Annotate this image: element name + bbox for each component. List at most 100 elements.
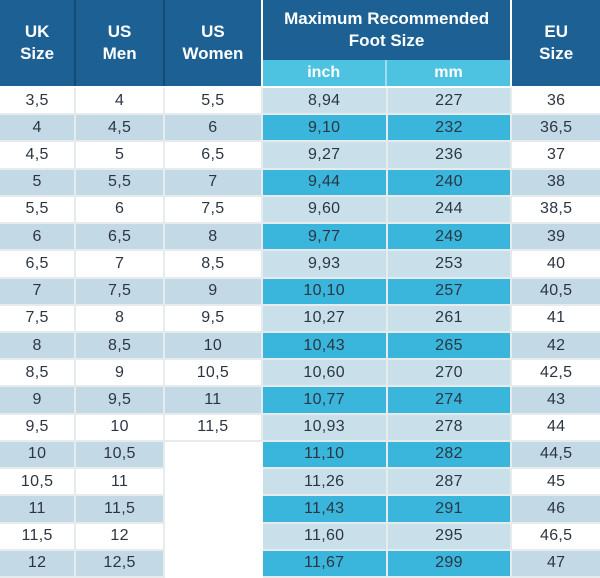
cell-mm: 253	[387, 251, 513, 279]
cell-uk-size: 5	[0, 169, 77, 197]
cell-uk-size: 9	[0, 387, 77, 415]
cell-uk-size: 7,5	[0, 305, 77, 333]
cell-us-women: 7	[164, 169, 263, 197]
cell-inch: 11,43	[262, 496, 388, 524]
table-body: 3,5 4 5,5 8,94 227 36 4 4,5 6 9,10 232 36,5 4,5 5 6,5 9…	[0, 88, 600, 578]
cell-us-women: 10,5	[164, 360, 263, 388]
table-row: 10 10,5 11,10 282 44,5	[0, 441, 600, 470]
table-row: 7,5 8 9,5 10,27 261 41	[0, 305, 600, 333]
cell-us-men: 6	[76, 196, 165, 225]
cell-inch: 11,60	[262, 523, 388, 551]
cell-us-women	[164, 496, 263, 524]
cell-uk-size: 8	[0, 332, 77, 361]
table-row: 5 5,5 7 9,44 240 38	[0, 169, 600, 197]
table-row: 8 8,5 10 10,43 265 42	[0, 332, 600, 361]
cell-eu-size: 45	[512, 469, 600, 497]
cell-mm: 232	[387, 115, 513, 143]
cell-us-women: 5,5	[164, 88, 263, 116]
table-row: 7 7,5 9 10,10 257 40,5	[0, 278, 600, 306]
subheader-mm: mm	[434, 63, 463, 81]
cell-mm: 249	[387, 224, 513, 252]
cell-uk-size: 6,5	[0, 251, 77, 279]
cell-eu-size: 42	[512, 332, 600, 361]
table-row: 4,5 5 6,5 9,27 236 37	[0, 142, 600, 170]
cell-mm: 244	[387, 196, 513, 225]
cell-us-women	[164, 441, 263, 470]
cell-eu-size: 36	[512, 88, 600, 116]
cell-mm: 270	[387, 360, 513, 388]
cell-eu-size: 39	[512, 224, 600, 252]
header-line: Size	[20, 44, 55, 63]
cell-us-women	[164, 469, 263, 497]
cell-inch: 9,93	[262, 251, 388, 279]
cell-mm: 240	[387, 169, 513, 197]
cell-us-women	[164, 523, 263, 551]
header-line: Women	[182, 44, 244, 63]
cell-uk-size: 10	[0, 441, 77, 470]
cell-inch: 10,60	[262, 360, 388, 388]
header-us-men: US Men	[76, 0, 165, 86]
cell-eu-size: 43	[512, 387, 600, 415]
cell-us-men: 12,5	[76, 550, 165, 578]
cell-uk-size: 4	[0, 115, 77, 143]
cell-uk-size: 11	[0, 496, 77, 524]
cell-uk-size: 3,5	[0, 88, 77, 116]
cell-eu-size: 38	[512, 169, 600, 197]
header-max-foot-size-title: Maximum Recommended Foot Size	[284, 0, 489, 60]
cell-eu-size: 46,5	[512, 523, 600, 551]
cell-us-men: 5,5	[76, 169, 165, 197]
cell-eu-size: 46	[512, 496, 600, 524]
cell-us-men: 4	[76, 88, 165, 116]
table-row: 9,5 10 11,5 10,93 278 44	[0, 414, 600, 442]
cell-inch: 9,77	[262, 224, 388, 252]
cell-inch: 10,77	[262, 387, 388, 415]
cell-us-women: 11,5	[164, 414, 263, 442]
cell-eu-size: 38,5	[512, 196, 600, 225]
cell-mm: 295	[387, 523, 513, 551]
cell-us-men: 7,5	[76, 278, 165, 306]
cell-inch: 8,94	[262, 88, 388, 116]
table-header: UK Size US Men US Women Maximum Recommen…	[0, 0, 600, 88]
cell-uk-size: 4,5	[0, 142, 77, 170]
header-line: UK	[24, 21, 50, 41]
header-uk-size: UK Size	[0, 0, 77, 86]
cell-us-men: 4,5	[76, 115, 165, 143]
header-max-foot-size-group: Maximum Recommended Foot Size inch mm	[262, 0, 513, 86]
cell-us-men: 10	[76, 414, 165, 442]
cell-us-men: 11,5	[76, 496, 165, 524]
cell-eu-size: 40	[512, 251, 600, 279]
table-row: 9 9,5 11 10,77 274 43	[0, 387, 600, 415]
header-line: US	[201, 21, 225, 41]
cell-us-men: 8	[76, 305, 165, 333]
cell-mm: 278	[387, 414, 513, 442]
table-row: 11 11,5 11,43 291 46	[0, 496, 600, 524]
header-line: US	[107, 21, 132, 41]
cell-mm: 265	[387, 332, 513, 361]
cell-us-women: 9	[164, 278, 263, 306]
cell-us-women: 8,5	[164, 251, 263, 279]
cell-inch: 10,43	[262, 332, 388, 361]
cell-us-men: 11	[76, 469, 165, 497]
cell-mm: 282	[387, 441, 513, 470]
table-row: 12 12,5 11,67 299 47	[0, 550, 600, 578]
cell-inch: 9,44	[262, 169, 388, 197]
cell-inch: 10,27	[262, 305, 388, 333]
cell-mm: 291	[387, 496, 513, 524]
cell-uk-size: 5,5	[0, 196, 77, 225]
table-row: 3,5 4 5,5 8,94 227 36	[0, 88, 600, 116]
table-row: 10,5 11 11,26 287 45	[0, 469, 600, 497]
cell-inch: 11,26	[262, 469, 388, 497]
header-line: Foot Size	[348, 31, 425, 50]
cell-us-women: 7,5	[164, 196, 263, 225]
cell-us-men: 10,5	[76, 441, 165, 470]
cell-uk-size: 6	[0, 224, 77, 252]
header-eu-size: EU Size	[512, 0, 600, 86]
cell-mm: 236	[387, 142, 513, 170]
cell-mm: 261	[387, 305, 513, 333]
cell-us-men: 8,5	[76, 332, 165, 361]
cell-uk-size: 8,5	[0, 360, 77, 388]
cell-us-women: 8	[164, 224, 263, 252]
cell-us-women	[164, 550, 263, 578]
cell-us-men: 7	[76, 251, 165, 279]
table-row: 6,5 7 8,5 9,93 253 40	[0, 251, 600, 279]
